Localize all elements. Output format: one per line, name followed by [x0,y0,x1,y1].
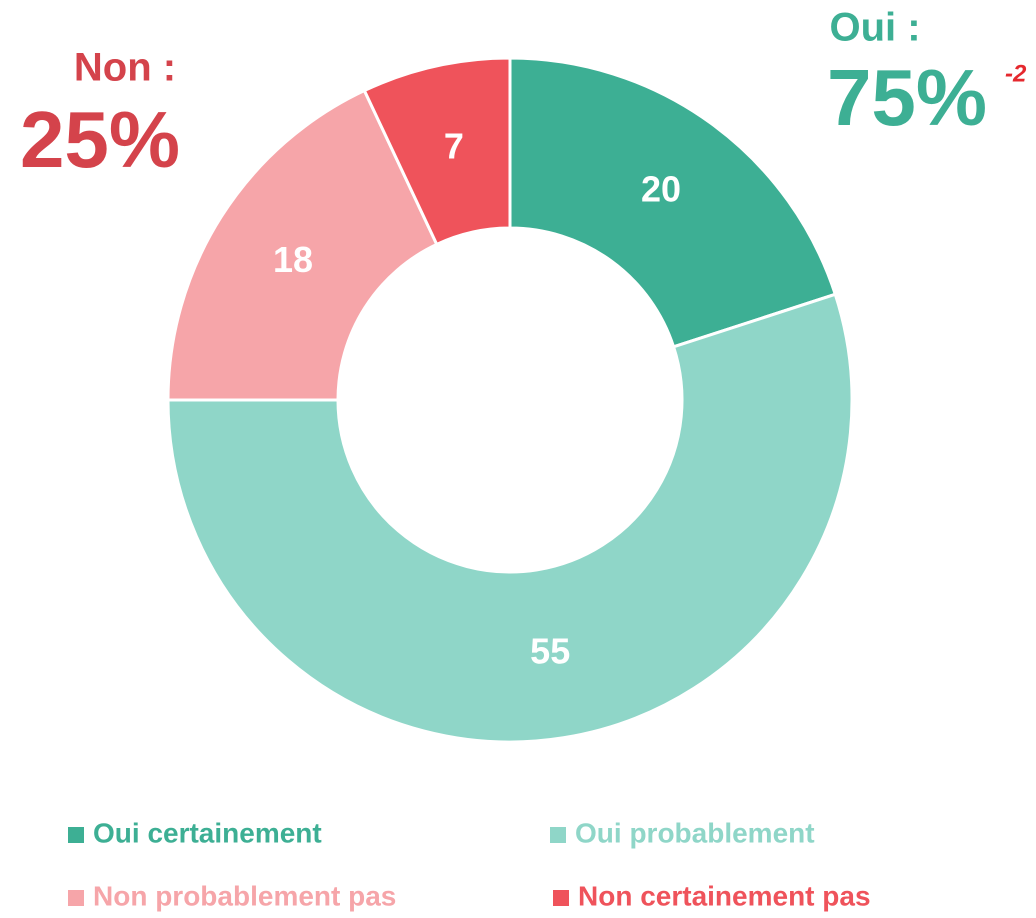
annotation: Oui : [829,6,920,50]
data-label: 55 [530,630,570,671]
data-label: 18 [273,239,313,280]
legend-label: Non probablement pas [93,880,396,911]
annotation: Non : [74,46,176,90]
donut-segment [508,56,838,349]
donut-segment [362,56,512,247]
legend-swatch [68,827,84,843]
annotation: 25% [20,95,180,184]
annotation: -2 [1005,60,1027,87]
legend-swatch [553,890,569,906]
legend-label: Oui certainement [93,817,322,848]
legend-label: Non certainement pas [578,880,871,911]
legend-swatch [68,890,84,906]
legend-swatch [550,827,566,843]
donut-segment [166,292,854,744]
annotation: 75% [827,53,987,142]
legend-label: Oui probablement [575,817,815,848]
data-label: 20 [641,169,681,210]
donut-segment [166,88,439,402]
data-label: 7 [444,126,464,167]
